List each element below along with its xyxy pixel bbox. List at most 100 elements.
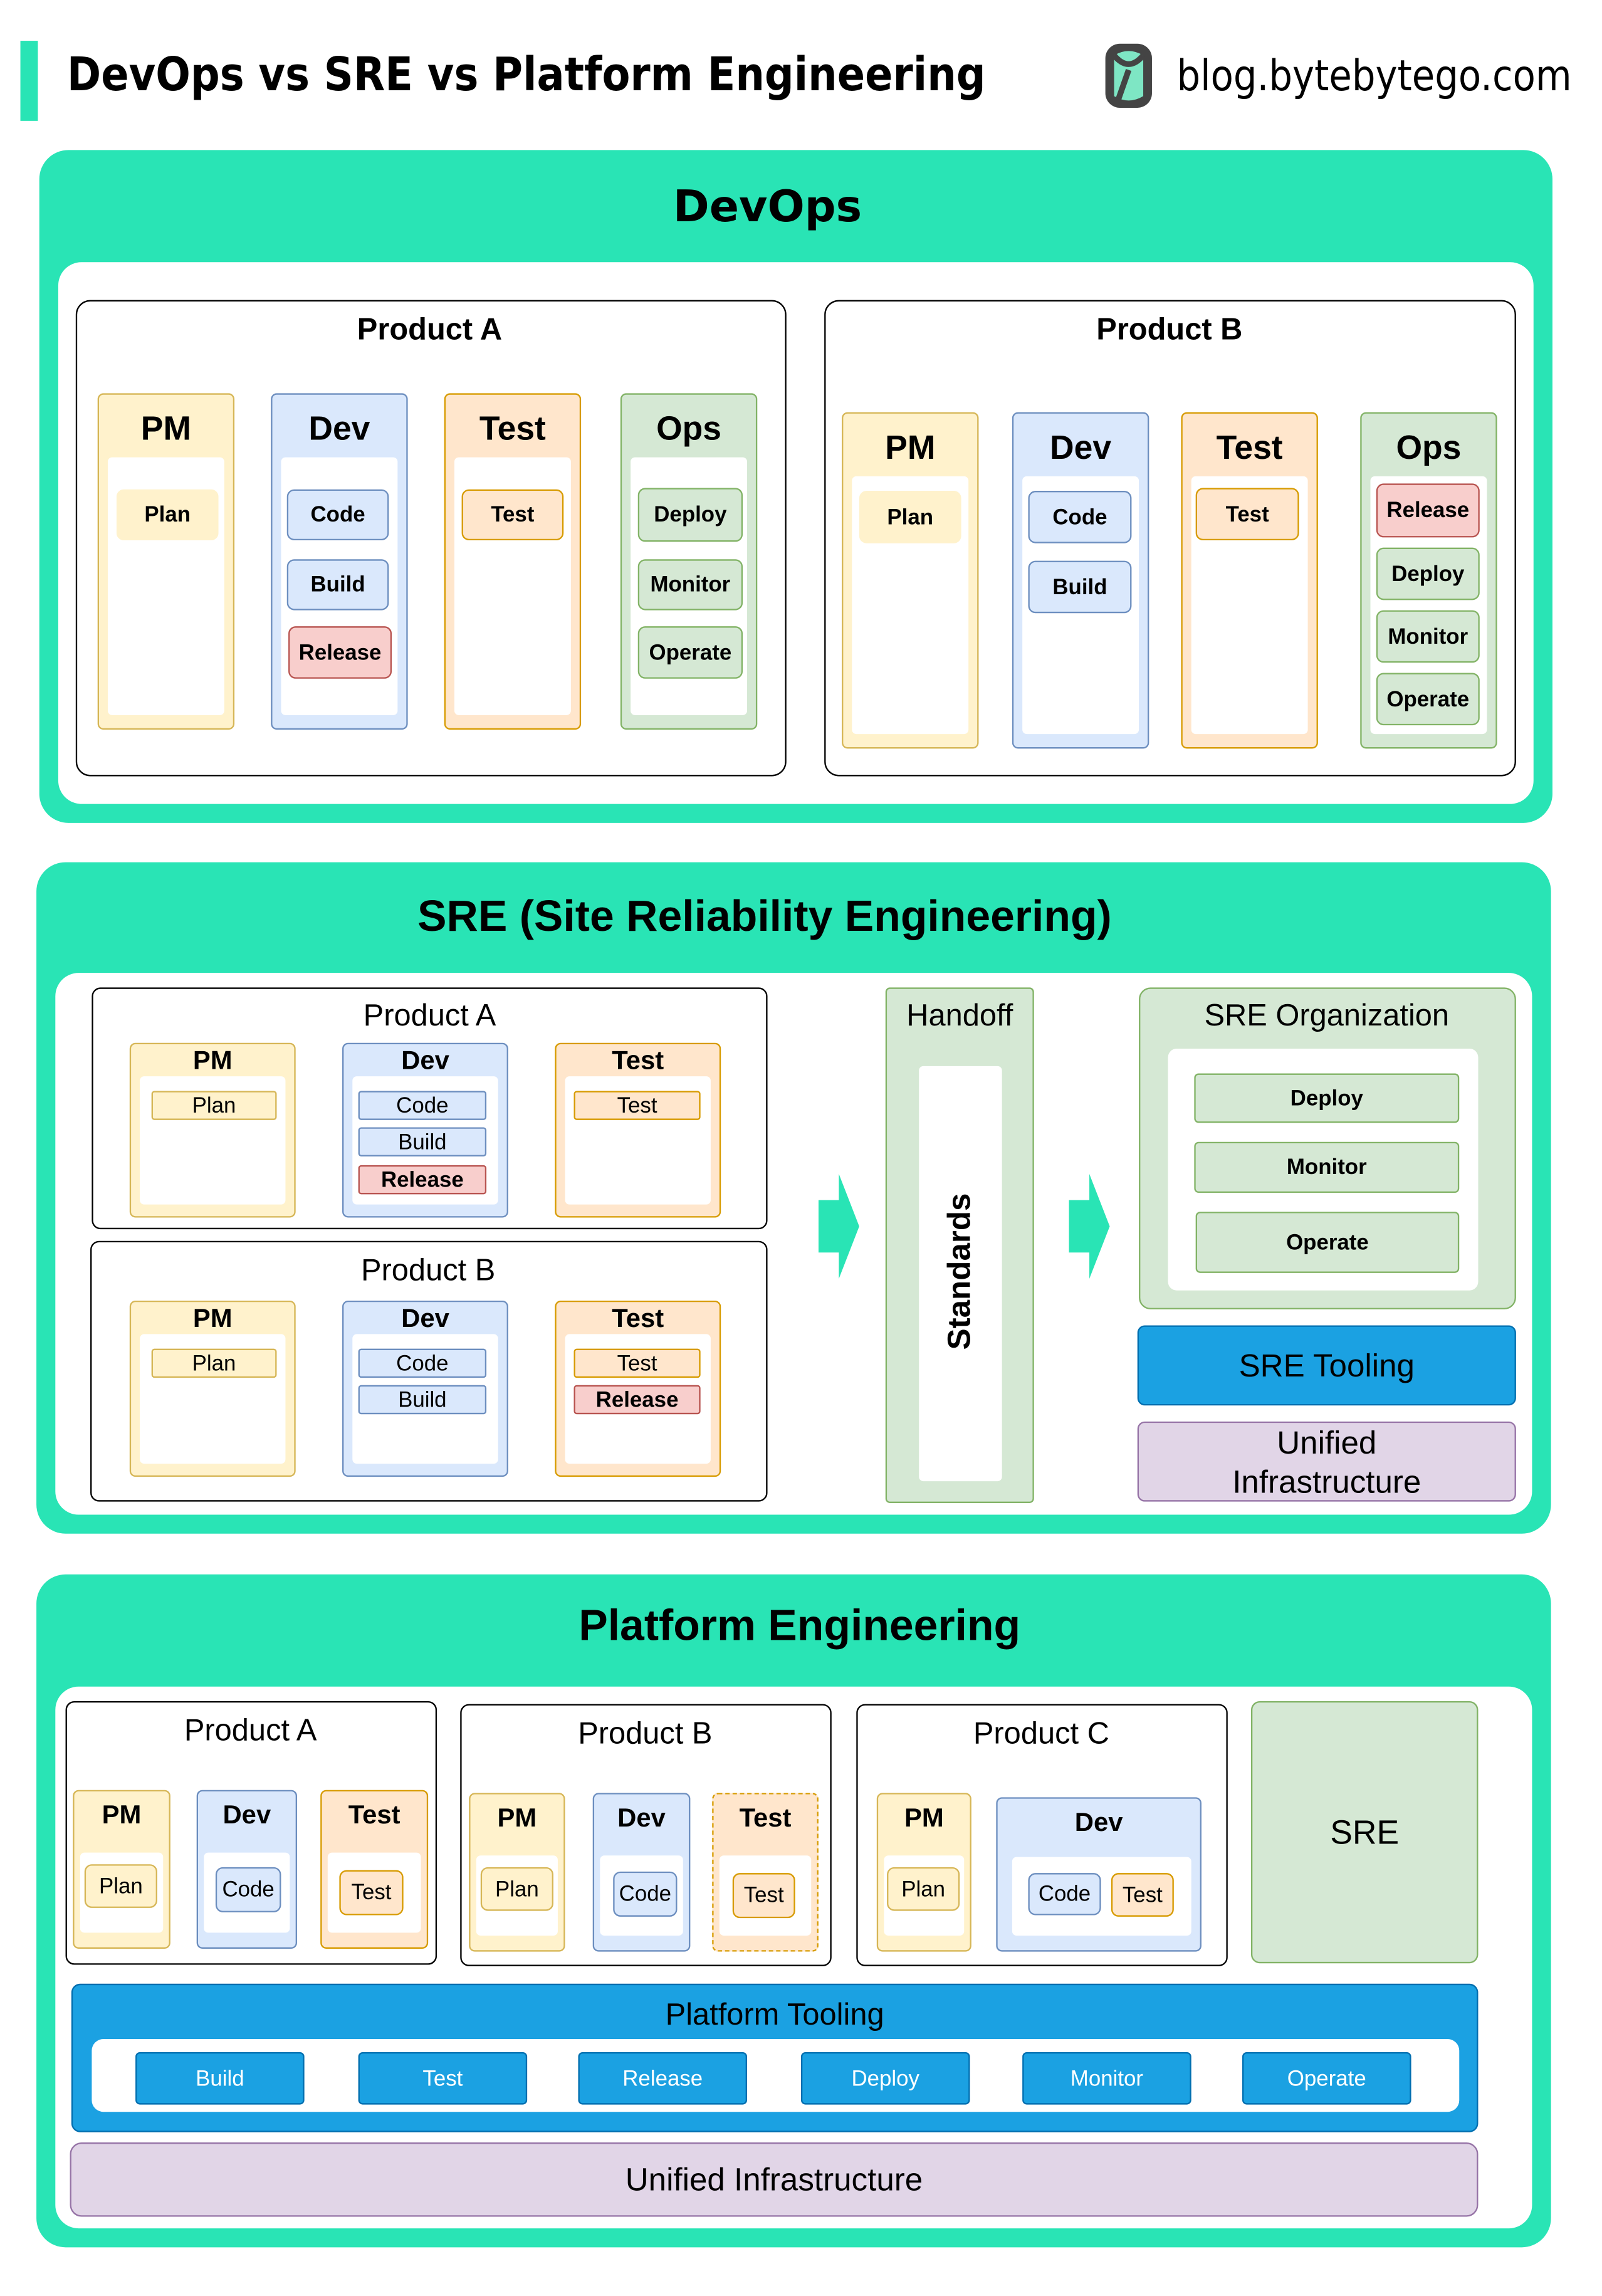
devops-a-test-column: Test — [444, 393, 582, 730]
task-test: Test — [1111, 1873, 1174, 1917]
task-test: Test — [573, 1091, 701, 1120]
task-test: Test — [573, 1348, 701, 1378]
task-operate: Operate — [1195, 1212, 1460, 1273]
tool-operate: Operate — [1242, 2052, 1411, 2105]
platform-sre-box: SRE — [1250, 1701, 1479, 1964]
task-plan: Plan — [887, 1867, 960, 1911]
handoff-title: Handoff — [906, 999, 1013, 1033]
column-label: Test — [348, 1800, 401, 1830]
platform-product-b-title: Product B — [578, 1717, 713, 1751]
task-deploy: Deploy — [1194, 1073, 1460, 1123]
sre-product-a-title: Product A — [363, 999, 496, 1033]
task-code: Code — [286, 489, 389, 541]
column-label: PM — [140, 409, 191, 448]
bytebytego-logo-icon — [1105, 43, 1152, 108]
task-build: Build — [1028, 560, 1132, 614]
task-test: Test — [732, 1873, 795, 1919]
platform-tooling-title: Platform Tooling — [665, 1998, 884, 2032]
task-deploy: Deploy — [1376, 547, 1480, 600]
task-code: Code — [358, 1091, 487, 1120]
column-label: Test — [612, 1303, 664, 1333]
task-plan: Plan — [151, 1091, 277, 1120]
sre-title: SRE (Site Reliability Engineering) — [417, 893, 1112, 941]
task-code: Code — [1028, 1873, 1101, 1916]
platform-b-test-column: Test — [712, 1793, 819, 1952]
platform-unified-infrastructure: Unified Infrastructure — [70, 2142, 1479, 2217]
task-plan: Plan — [116, 489, 219, 541]
sre-product-b-title: Product B — [360, 1254, 496, 1288]
devops-product-a-title: Product A — [357, 313, 503, 347]
column-label: Test — [612, 1046, 664, 1075]
task-monitor: Monitor — [1194, 1141, 1460, 1193]
column-label: PM — [904, 1803, 944, 1833]
site-url: blog.bytebytego.com — [1176, 51, 1572, 101]
column-label: Dev — [401, 1303, 449, 1333]
arrow-right-icon — [1069, 1173, 1110, 1279]
tool-monitor: Monitor — [1022, 2052, 1191, 2105]
task-plan: Plan — [151, 1348, 277, 1378]
task-plan: Plan — [480, 1867, 553, 1911]
task-deploy: Deploy — [637, 488, 743, 542]
devops-title: DevOps — [673, 182, 862, 233]
standards-label: Standards — [941, 1193, 978, 1350]
platform-product-a-title: Product A — [184, 1714, 317, 1748]
task-build: Build — [358, 1127, 487, 1156]
column-label: Dev — [617, 1803, 666, 1833]
task-code: Code — [1028, 491, 1132, 543]
task-build: Build — [286, 559, 389, 611]
platform-tooling-panel — [92, 2039, 1460, 2112]
column-label: PM — [192, 1303, 233, 1333]
devops-product-b-title: Product B — [1096, 313, 1243, 347]
devops-b-pm-column: PM — [842, 412, 979, 749]
sre-a-test-column: Test — [555, 1042, 721, 1218]
page-title: DevOps vs SRE vs Platform Engineering — [66, 46, 986, 102]
column-label: Test — [739, 1803, 792, 1833]
task-release: Release — [573, 1385, 701, 1415]
task-monitor: Monitor — [637, 559, 743, 611]
sre-unified-infrastructure: Unified Infrastructure — [1137, 1421, 1516, 1502]
devops-b-test-column: Test — [1181, 412, 1318, 749]
column-label: Dev — [308, 409, 370, 448]
task-test: Test — [339, 1870, 404, 1916]
column-label: PM — [885, 428, 936, 466]
task-plan: Plan — [859, 491, 961, 543]
task-code: Code — [215, 1867, 281, 1912]
task-monitor: Monitor — [1376, 610, 1480, 663]
column-label: PM — [102, 1800, 142, 1830]
column-label: Test — [1216, 428, 1283, 466]
devops-a-pm-column: PM — [97, 393, 235, 730]
task-test: Test — [461, 489, 564, 541]
column-label: Dev — [1050, 428, 1112, 466]
task-operate: Operate — [637, 626, 743, 679]
header-accent-bar — [20, 41, 38, 121]
column-label: PM — [192, 1046, 233, 1075]
tool-test: Test — [358, 2052, 528, 2105]
platform-product-c-title: Product C — [973, 1717, 1109, 1751]
sre-organization-title: SRE Organization — [1204, 999, 1450, 1033]
task-code: Code — [358, 1348, 487, 1378]
task-release: Release — [358, 1165, 487, 1195]
tool-release: Release — [578, 2052, 748, 2105]
tool-build: Build — [135, 2052, 305, 2105]
sre-tooling: SRE Tooling — [1137, 1325, 1516, 1406]
column-label: Dev — [401, 1046, 449, 1075]
column-label: Ops — [656, 409, 722, 448]
sre-b-pm-column: PM — [129, 1300, 296, 1477]
column-label: Dev — [223, 1800, 271, 1830]
column-label: Dev — [1074, 1807, 1123, 1837]
platform-title: Platform Engineering — [578, 1601, 1021, 1650]
task-code: Code — [613, 1871, 678, 1917]
task-build: Build — [358, 1385, 487, 1415]
task-release: Release — [1376, 483, 1480, 538]
arrow-right-icon — [818, 1173, 859, 1279]
task-test: Test — [1195, 488, 1299, 541]
standards-box — [919, 1066, 1002, 1482]
column-label: Test — [479, 409, 546, 448]
task-plan: Plan — [84, 1864, 157, 1908]
tool-deploy: Deploy — [800, 2052, 970, 2105]
column-label: PM — [497, 1803, 537, 1833]
column-label: Ops — [1396, 428, 1462, 466]
platform-a-test-column: Test — [320, 1790, 429, 1949]
task-release: Release — [288, 626, 392, 679]
